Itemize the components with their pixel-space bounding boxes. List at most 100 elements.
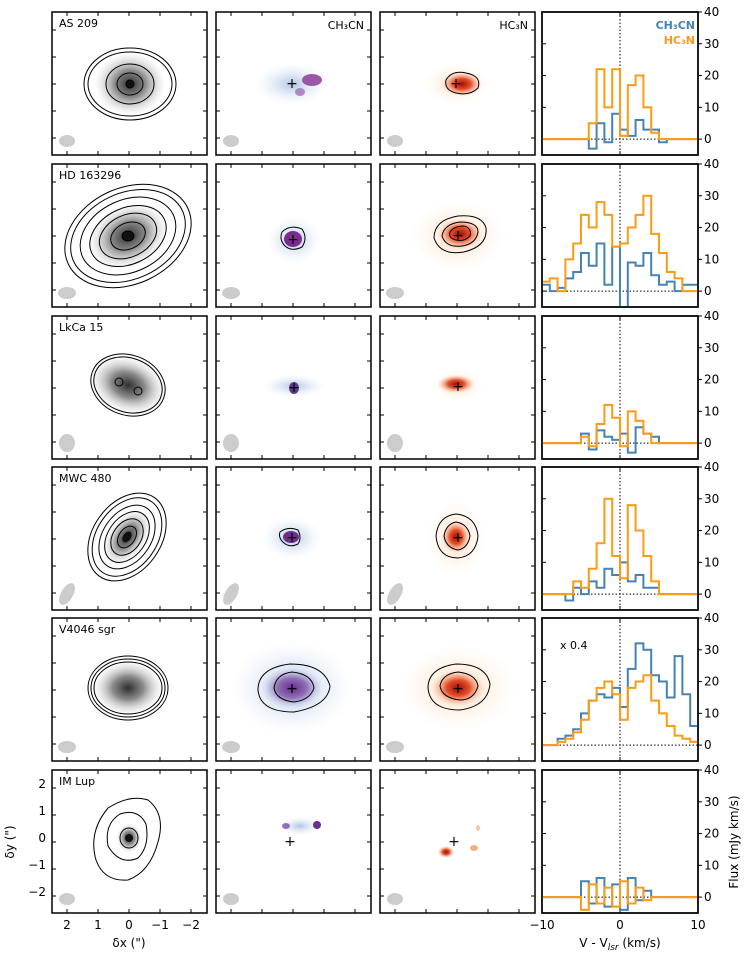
y-tick-label: 0 [704, 284, 712, 298]
y-tick-label: 20 [704, 221, 719, 235]
beam-ellipse [59, 135, 75, 147]
beam-ellipse [58, 287, 76, 299]
hc3n-spectrum-series [542, 880, 698, 911]
x-tick-label: 1 [94, 918, 102, 932]
hc3n-panel: + [379, 315, 536, 460]
x-tick-label: 2 [63, 918, 71, 932]
y-tick-label: −2 [28, 885, 46, 899]
ch3cn-peak [284, 231, 302, 247]
legend-ch3cn: CH₃CN [656, 19, 695, 32]
beam-ellipse [387, 893, 403, 905]
ch3cn-peak [302, 74, 322, 86]
y-tick-label: 0 [38, 831, 46, 845]
spectrum-frame [541, 315, 699, 460]
contour [93, 356, 163, 414]
y-tick-label: −1 [28, 858, 46, 872]
x-tick-label: −1 [151, 918, 169, 932]
ch3cn-panel: + [215, 769, 372, 914]
star-position-marker: + [452, 228, 464, 244]
contour [64, 183, 192, 289]
y-tick-label: 10 [704, 555, 719, 569]
ch3cn-emission [254, 62, 330, 106]
spectrum-frame [541, 11, 699, 156]
spectrum-frame [541, 617, 699, 762]
hc3n-core [438, 219, 482, 249]
contour [122, 531, 132, 543]
spectrum-panel: 0 10 20 30 40 −10 0 10 [529, 763, 719, 932]
y-tick-label: 20 [704, 675, 719, 689]
source-label: HD 163296 [59, 169, 121, 182]
column-title-ch3cn: CH₃CN [328, 19, 364, 32]
continuum-panel: LkCa 15 [51, 315, 208, 460]
row-lkca-15: LkCa 15 + + 0 10 20 30 40 [51, 309, 719, 460]
continuum-panel: IM Lup [51, 769, 208, 914]
contour [110, 518, 144, 556]
y-tick-label: 30 [704, 795, 719, 809]
map-y-label: δy (") [3, 825, 17, 858]
y-tick-label: 30 [704, 189, 719, 203]
contour [119, 827, 139, 849]
beam-ellipse [222, 287, 240, 299]
hc3n-spectrum-series [542, 497, 698, 596]
map-x-axis: 2 1 0 −1 −2 δx (") [63, 918, 200, 950]
beam-ellipse [59, 434, 75, 452]
hc3n-core [442, 521, 470, 553]
spectrum-y-label: Flux (mJy km/s) [727, 795, 741, 888]
continuum-emission [91, 356, 165, 414]
contour [125, 834, 133, 842]
contour [279, 527, 301, 547]
y-tick-label: 30 [704, 492, 719, 506]
y-tick-label: 10 [704, 100, 719, 114]
hc3n-panel: + [379, 769, 536, 914]
map-y-axis: 2 1 0 −1 −2 δy (") [3, 777, 46, 899]
source-label: MWC 480 [59, 472, 112, 485]
spectrum-panel: 0 10 20 30 40 [541, 157, 719, 308]
star-position-marker: + [286, 530, 298, 546]
contour [87, 492, 167, 582]
hc3n-spectrum-series [542, 68, 698, 141]
x-tick-label: −2 [182, 918, 200, 932]
hc3n-panel: + [379, 617, 536, 762]
map-x-label: δx (") [112, 936, 145, 950]
y-tick-label: 40 [704, 157, 719, 171]
beam-ellipse [223, 893, 239, 905]
spectrum-frame [541, 163, 699, 308]
spectrum-panel: 0 10 20 30 40 CH₃CN HC₃N [541, 5, 719, 156]
y-tick-label: 30 [704, 341, 719, 355]
beam-ellipse [387, 434, 403, 452]
contour [98, 212, 158, 260]
source-label: IM Lup [59, 775, 95, 788]
hc3n-panel: + [379, 466, 536, 611]
source-label: LkCa 15 [59, 321, 103, 334]
ch3cn-peak [283, 531, 299, 543]
continuum-panel: HD 163296 [51, 163, 208, 308]
y-tick-label: 40 [704, 309, 719, 323]
y-tick-label: 20 [704, 373, 719, 387]
contour [449, 225, 471, 241]
ch3cn-panel: + [215, 163, 372, 308]
y-tick-label: 30 [704, 643, 719, 657]
contour [427, 663, 491, 711]
ch3cn-peak [313, 821, 321, 829]
hc3n-panel: + [379, 163, 536, 308]
y-tick-label: 2 [38, 777, 46, 791]
y-tick-label: 10 [704, 252, 719, 266]
y-tick-label: 1 [38, 804, 46, 818]
y-tick-label: 20 [704, 827, 719, 841]
contour [441, 221, 479, 247]
spectrum-panel: 0 10 20 30 40 x 0.4 [541, 611, 719, 762]
hc3n-core [438, 846, 454, 858]
contour [83, 47, 177, 121]
x-tick-label: 10 [690, 918, 705, 932]
y-tick-label: 0 [704, 587, 712, 601]
star-position-marker: + [286, 681, 298, 697]
hc3n-peak [476, 825, 480, 831]
y-tick-label: 0 [704, 738, 712, 752]
y-tick-label: 0 [704, 132, 712, 146]
contour [116, 72, 144, 96]
y-tick-label: 0 [704, 436, 712, 450]
hc3n-spectrum-series [542, 674, 698, 747]
ch3cn-peak [282, 823, 290, 829]
beam-ellipse [223, 583, 239, 605]
